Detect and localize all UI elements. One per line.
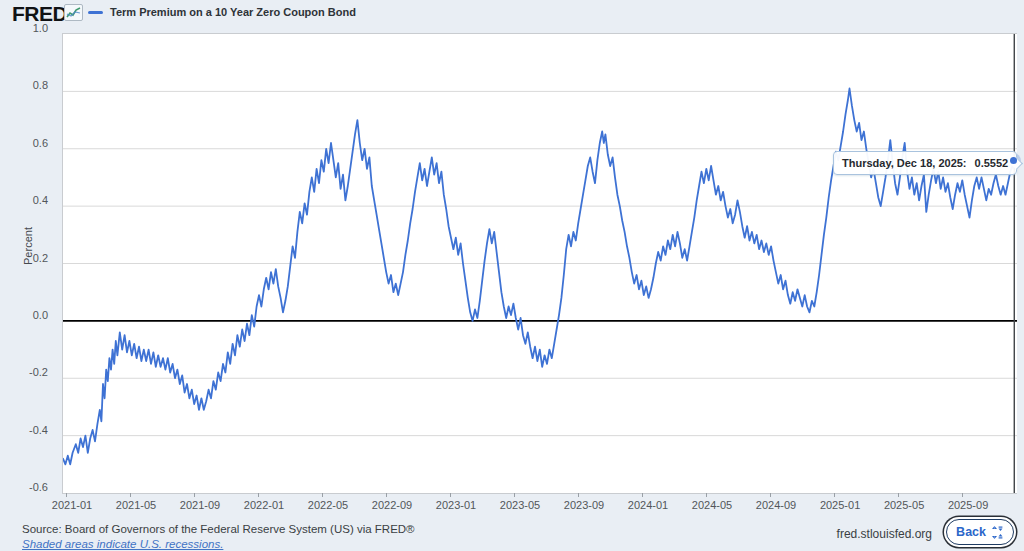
x-tick-mark (66, 493, 67, 497)
x-tick-label: 2022-09 (372, 499, 412, 511)
x-tick-label: 2021-01 (52, 499, 92, 511)
x-tick-mark (770, 493, 771, 497)
recessions-note-link[interactable]: Shaded areas indicate U.S. recessions. (22, 538, 223, 550)
y-axis-title: Percent (22, 216, 34, 276)
series-line (63, 89, 1014, 465)
tooltip-date: Thursday, Dec 18, 2025: (842, 157, 967, 169)
hover-tooltip: Thursday, Dec 18, 2025: 0.5552 (833, 151, 1017, 175)
x-tick-label: 2022-05 (308, 499, 348, 511)
site-url-label: fred.stlouisfed.org (837, 527, 932, 541)
last-point-marker[interactable] (1010, 157, 1017, 164)
x-tick-mark (898, 493, 899, 497)
series-plot-svg (63, 34, 1017, 493)
header-bar: FRED® Term Premium on a 10 Year Zero Cou… (0, 0, 1024, 26)
x-tick-label: 2021-05 (116, 499, 156, 511)
tooltip-value: 0.5552 (975, 157, 1009, 169)
x-tick-label: 2023-05 (500, 499, 540, 511)
x-tick-mark (386, 493, 387, 497)
x-tick-label: 2024-01 (628, 499, 668, 511)
legend-line-swatch (88, 11, 103, 14)
x-tick-label: 2023-09 (564, 499, 604, 511)
x-tick-mark (578, 493, 579, 497)
x-tick-label: 2021-09 (180, 499, 220, 511)
plot-area[interactable] (62, 33, 1017, 494)
y-tick-label: -0.4 (14, 424, 48, 436)
x-tick-mark (834, 493, 835, 497)
y-tick-label: 0.2 (14, 252, 48, 264)
x-tick-label: 2024-05 (692, 499, 732, 511)
x-tick-label: 2024-09 (756, 499, 796, 511)
x-tick-label: 2025-05 (884, 499, 924, 511)
y-tick-label: 0.6 (14, 137, 48, 149)
y-tick-label: -0.6 (14, 481, 48, 493)
fred-chart-icon (64, 4, 83, 21)
x-tick-mark (194, 493, 195, 497)
back-button-label: Back (956, 525, 986, 539)
x-tick-mark (450, 493, 451, 497)
legend-series-label: Term Premium on a 10 Year Zero Coupon Bo… (110, 6, 356, 18)
y-tick-label: 1.0 (14, 22, 48, 34)
source-attribution: Source: Board of Governors of the Federa… (22, 523, 415, 535)
chart-legend[interactable]: Term Premium on a 10 Year Zero Coupon Bo… (88, 6, 356, 18)
x-tick-label: 2022-01 (244, 499, 284, 511)
x-tick-label: 2025-09 (948, 499, 988, 511)
x-tick-mark (514, 493, 515, 497)
y-tick-label: 0.0 (14, 309, 48, 321)
x-tick-mark (258, 493, 259, 497)
fred-chart-page: { "header": { "logo_text": "FRED", "logo… (0, 0, 1024, 551)
back-button[interactable]: Back (946, 519, 1014, 545)
x-tick-mark (642, 493, 643, 497)
x-tick-label: 2025-01 (820, 499, 860, 511)
x-tick-label: 2023-01 (436, 499, 476, 511)
y-tick-label: 0.4 (14, 194, 48, 206)
x-tick-mark (130, 493, 131, 497)
x-tick-mark (706, 493, 707, 497)
collapse-arrows-icon (991, 526, 1004, 539)
x-tick-mark (962, 493, 963, 497)
y-tick-label: -0.2 (14, 366, 48, 378)
y-tick-label: 0.8 (14, 79, 48, 91)
x-tick-mark (322, 493, 323, 497)
